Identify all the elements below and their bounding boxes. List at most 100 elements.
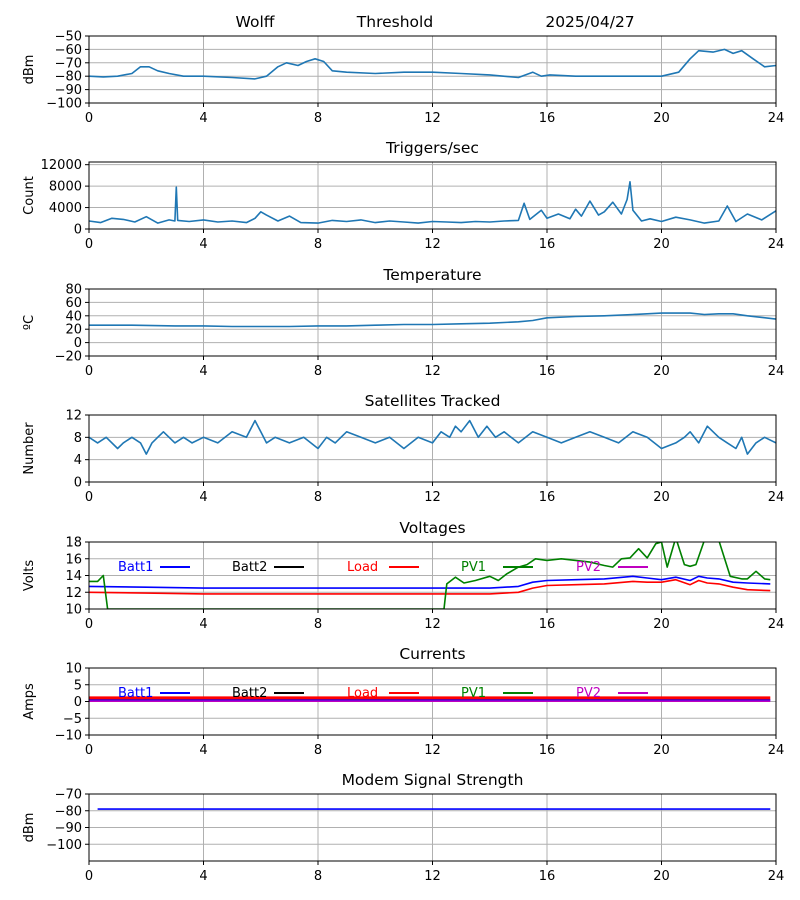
y-tick-label: 10 — [65, 603, 82, 618]
legend-label-load: Load — [347, 560, 378, 575]
x-tick-label: 12 — [424, 237, 441, 252]
header-station: Wolff — [236, 13, 275, 31]
x-tick-label: 24 — [768, 237, 785, 252]
y-tick-label: 16 — [65, 552, 82, 567]
y-tick-label: −90 — [55, 83, 82, 98]
y-axis-label: ºC — [22, 315, 37, 330]
y-tick-label: −100 — [46, 97, 82, 112]
x-tick-label: 4 — [199, 111, 207, 126]
x-tick-label: 8 — [314, 743, 322, 758]
x-tick-label: 8 — [314, 617, 322, 632]
y-tick-label: −70 — [55, 56, 82, 71]
x-tick-label: 12 — [424, 617, 441, 632]
legend-label-pv1: PV1 — [461, 686, 486, 701]
figure-header: Wolff Threshold 2025/04/27 — [236, 13, 635, 31]
legend-label-batt1: Batt1 — [118, 686, 153, 701]
series-line-1 — [89, 419, 776, 455]
x-tick-label: 20 — [653, 743, 670, 758]
y-axis-label: Amps — [22, 683, 37, 720]
x-tick-label: 20 — [653, 111, 670, 126]
x-tick-label: 20 — [653, 237, 670, 252]
x-tick-label: 12 — [424, 743, 441, 758]
y-tick-label: 8000 — [49, 180, 82, 195]
y-tick-label: −10 — [55, 729, 82, 744]
y-axis-label: dBm — [22, 813, 37, 843]
legend-label-pv2: PV2 — [576, 560, 601, 575]
x-tick-label: 0 — [85, 364, 93, 379]
x-tick-label: 20 — [653, 364, 670, 379]
chart-title: Satellites Tracked — [365, 392, 501, 410]
y-tick-label: 0 — [74, 336, 82, 351]
series-line-1 — [89, 48, 776, 80]
series-line-1 — [89, 181, 776, 224]
chart-panel-7: 0 4 8 12 16 20 24 −100 −90 −80−70 Modem Signal Str… — [22, 771, 784, 884]
y-tick-label: −20 — [55, 350, 82, 365]
y-tick-label: 14 — [65, 569, 82, 584]
y-axis-label: dBm — [22, 55, 37, 85]
chart-panel-2: 0 4 8 12 16 20 24 0 4000 8000 12000 Triggers/sec Cou… — [22, 139, 784, 252]
x-tick-label: 16 — [539, 111, 556, 126]
chart-title: Voltages — [399, 519, 465, 537]
y-tick-label: 20 — [65, 323, 82, 338]
chart-panel-4: 0 4 8 12 16 20 24 0 4 8 12 Satellites Tracked Number — [22, 392, 784, 505]
x-tick-label: 12 — [424, 490, 441, 505]
x-tick-label: 4 — [199, 869, 207, 884]
x-tick-label: 0 — [85, 490, 93, 505]
y-tick-label: 12 — [65, 409, 82, 424]
series-group — [89, 696, 771, 703]
x-tick-label: 12 — [424, 869, 441, 884]
x-tick-label: 0 — [85, 869, 93, 884]
x-tick-label: 4 — [199, 617, 207, 632]
x-tick-label: 20 — [653, 869, 670, 884]
y-tick-label: −70 — [55, 788, 82, 803]
x-tick-label: 12 — [424, 364, 441, 379]
x-tick-label: 8 — [314, 869, 322, 884]
y-axis-label: Count — [22, 176, 37, 215]
chart-panel-6: 0 4 8 12 16 20 24 −10 −5 0 510 Currents Amps Batt1 Bat… — [22, 645, 784, 758]
y-tick-label: −80 — [55, 804, 82, 819]
x-tick-label: 24 — [768, 111, 785, 126]
y-tick-label: 60 — [65, 296, 82, 311]
y-tick-label: 8 — [74, 431, 82, 446]
y-tick-label: 80 — [65, 283, 82, 298]
x-tick-label: 20 — [653, 490, 670, 505]
chart-panel-1: 0 4 8 12 16 20 24 −100−90−80−70−60−50 dBm — [22, 30, 784, 127]
series-group — [89, 419, 776, 455]
header-threshold: Threshold — [356, 13, 433, 31]
x-tick-label: 16 — [539, 743, 556, 758]
legend-label-pv1: PV1 — [461, 560, 486, 575]
series-group — [89, 542, 771, 609]
y-tick-label: 18 — [65, 536, 82, 551]
x-tick-label: 8 — [314, 490, 322, 505]
x-tick-label: 16 — [539, 490, 556, 505]
series-line-batt1 — [89, 575, 771, 589]
y-tick-label: 4000 — [49, 201, 82, 216]
y-tick-label: −100 — [46, 838, 82, 853]
series-group — [89, 181, 776, 224]
chart-title: Temperature — [382, 266, 481, 284]
y-tick-label: 40 — [65, 309, 82, 324]
chart-title: Currents — [399, 645, 465, 663]
x-tick-label: 0 — [85, 237, 93, 252]
x-tick-label: 4 — [199, 364, 207, 379]
series-group — [89, 48, 776, 80]
y-tick-label: 10 — [65, 662, 82, 677]
y-tick-label: 0 — [74, 476, 82, 491]
x-tick-label: 0 — [85, 111, 93, 126]
legend-label-load: Load — [347, 686, 378, 701]
legend-label-batt1: Batt1 — [118, 560, 153, 575]
x-tick-label: 0 — [85, 743, 93, 758]
x-tick-label: 24 — [768, 869, 785, 884]
x-tick-label: 24 — [768, 617, 785, 632]
series-group — [89, 312, 776, 328]
header-date: 2025/04/27 — [545, 13, 634, 31]
legend-label-batt2: Batt2 — [232, 686, 267, 701]
x-tick-label: 16 — [539, 237, 556, 252]
x-tick-label: 8 — [314, 111, 322, 126]
x-tick-label: 24 — [768, 364, 785, 379]
y-tick-label: 0 — [74, 695, 82, 710]
